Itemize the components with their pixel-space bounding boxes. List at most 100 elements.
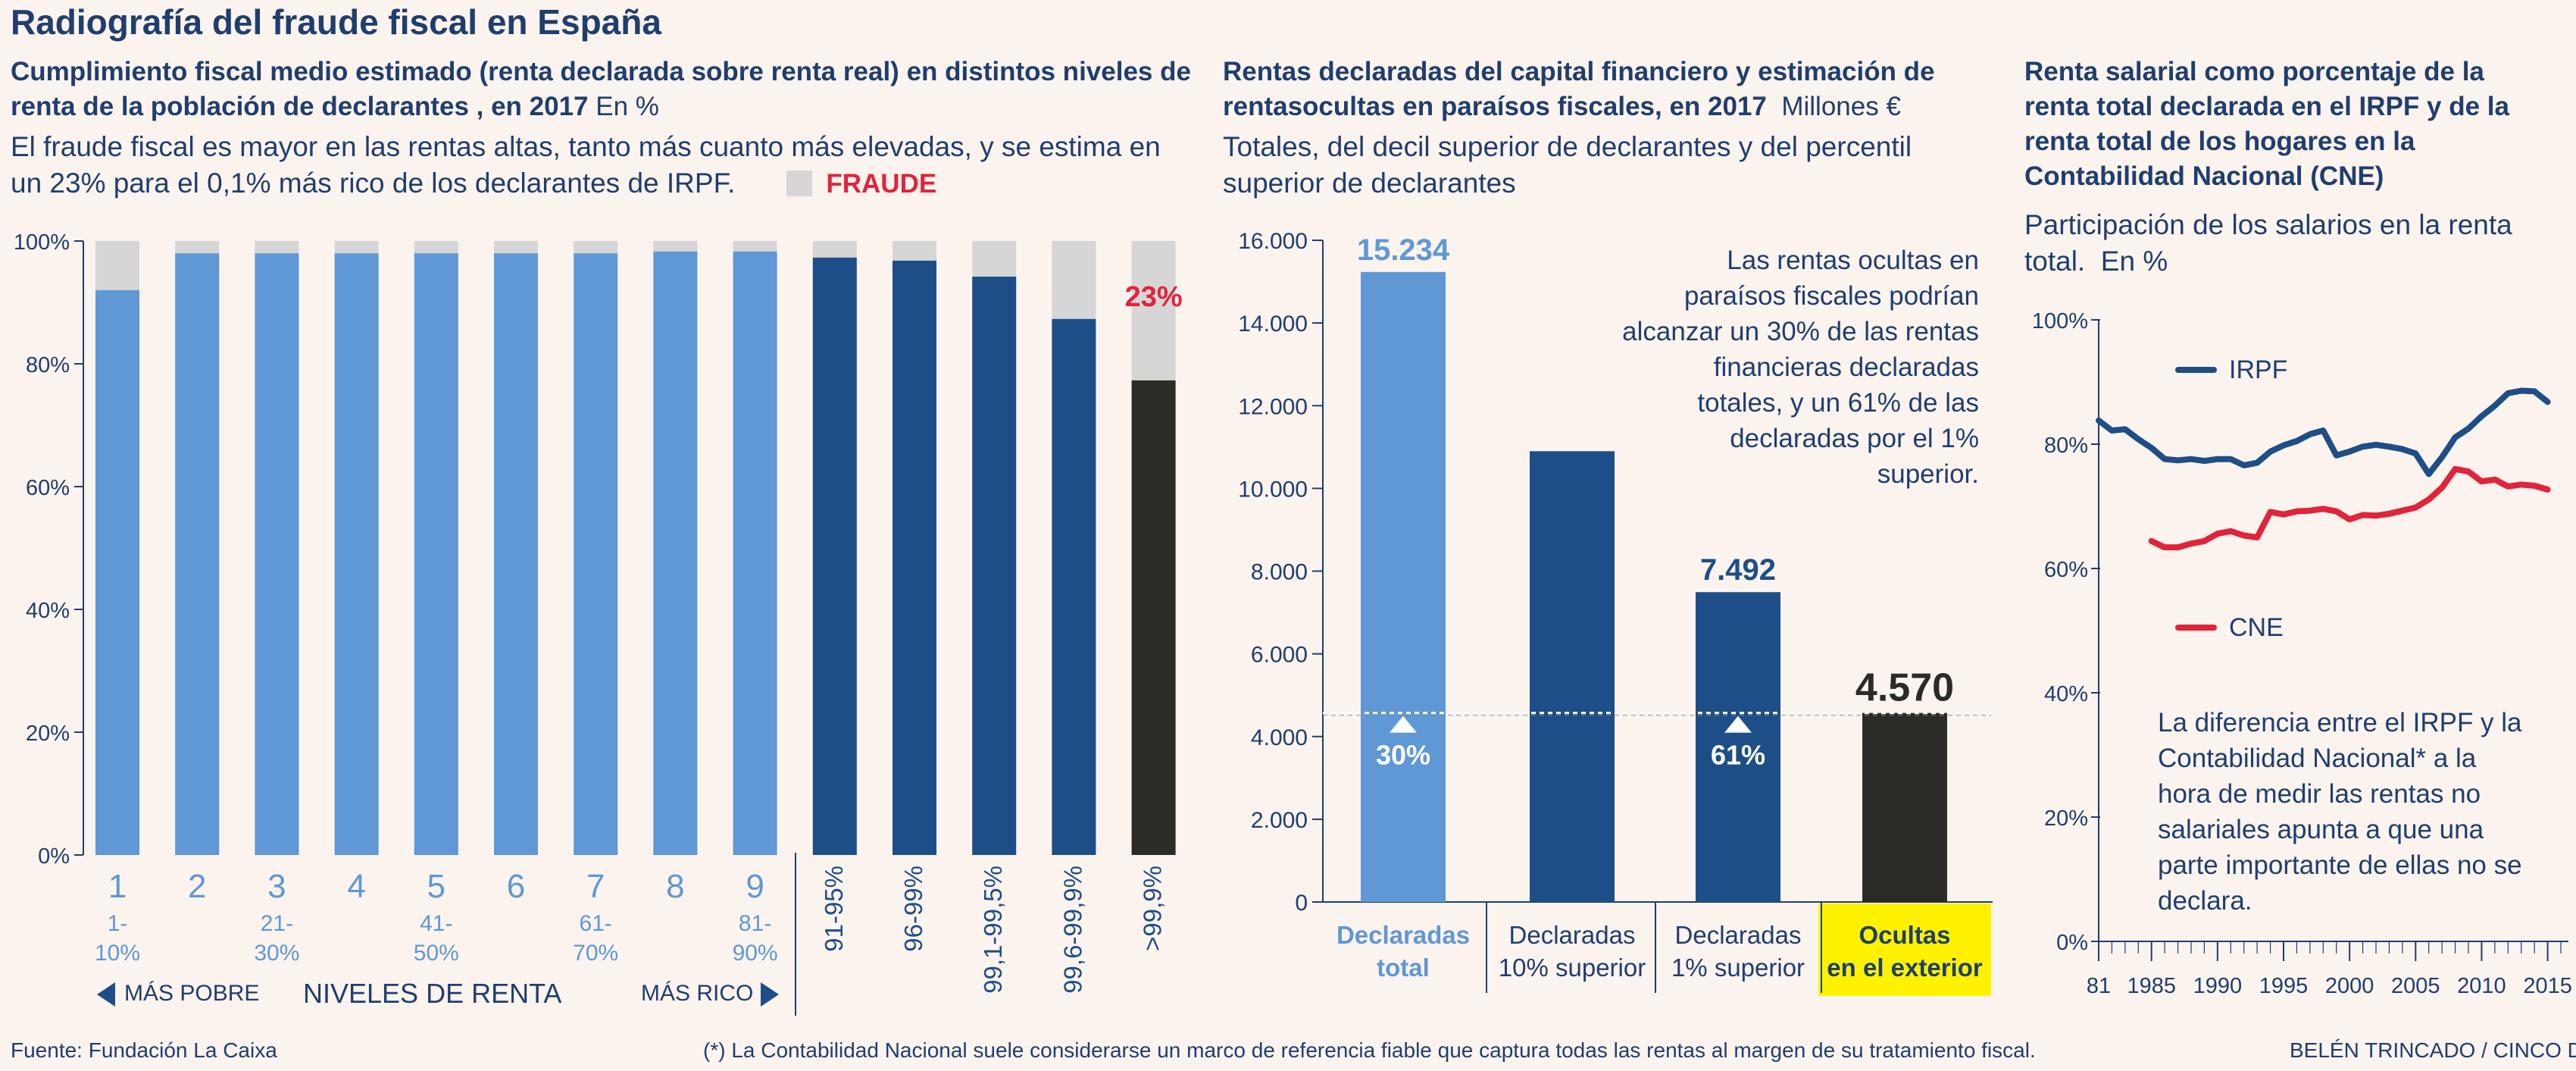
series-line-cne [2148, 465, 2551, 551]
x-tick-label: 99,6-99,9% [1058, 866, 1086, 994]
x-category-label: 10% superior [1499, 954, 1646, 982]
panel3-description-text: Participación de los salarios en la rent… [2024, 209, 2512, 277]
x-tick-sublabel: 90% [733, 941, 778, 966]
bar-compliance [334, 253, 379, 855]
x-tick-label: >99,9% [1139, 866, 1167, 951]
y-tick-label: 100% [14, 230, 70, 255]
fraude-legend-label: FRAUDE [826, 169, 937, 199]
x-category-label: 1% superior [1671, 954, 1805, 982]
x-category-label: Declaradas [1509, 921, 1636, 949]
x-tick-label: 2015 [2523, 974, 2572, 998]
y-tick-label: 14.000 [1238, 312, 1308, 337]
x-tick-label: 2005 [2391, 974, 2440, 998]
y-tick-label: 16.000 [1238, 229, 1308, 254]
panel1-unit: En % [596, 92, 659, 121]
x-tick-label: 6 [507, 868, 525, 905]
x-tick-label: 1995 [2259, 974, 2309, 998]
footer-source: Fuente: Fundación La Caixa [11, 1038, 277, 1062]
x-tick-label: 8 [666, 868, 684, 905]
chart1-bars: 23% [95, 241, 1183, 856]
x-tick-sublabel: 30% [254, 941, 299, 966]
x-tick-label: 7 [586, 868, 605, 905]
panel2-unit: Millones € [1781, 92, 1901, 121]
x-category-label: Declaradas [1675, 921, 1802, 949]
y-tick-label: 60% [2044, 558, 2088, 582]
chart3-lines [2096, 387, 2551, 551]
x-tick-label: 5 [427, 868, 445, 905]
y-tick-label: 8.000 [1251, 560, 1308, 585]
y-tick-label: 10.000 [1238, 477, 1308, 502]
x-tick-label: 2010 [2457, 974, 2506, 998]
bar-compliance [1131, 380, 1176, 855]
x-tick-sublabel: 81- [739, 911, 771, 936]
chart1-svg: 0% 20% 40% 60% 80% 100% 23% 1 1- 10% 2 3 21- 30% 4 5 4… [14, 230, 1183, 1016]
bar-compliance [574, 253, 618, 855]
chart2-x-labels: Declaradas total Declaradas 10% superior Dec… [1336, 902, 1991, 996]
panel1-description: El fraude fiscal es mayor en las rentas … [11, 129, 1193, 202]
panel3-subtitle: Renta salarial como porcentaje de la ren… [2024, 57, 2509, 191]
panel3-annotation: La diferencia entre el IRPF y la Contabi… [2158, 708, 2522, 916]
panel3-description: Participación de los salarios en la rent… [2024, 207, 2540, 280]
bar-compliance [733, 251, 777, 855]
legend-label-irpf: IRPF [2229, 355, 2287, 384]
chart2-svg: 0 2.000 4.000 6.000 8.000 10.000 12.000 14.000 1… [1238, 229, 1993, 996]
x-category-label: Ocultas [1859, 921, 1950, 949]
bar-compliance [255, 253, 299, 855]
y-tick-label: 0 [1295, 891, 1308, 916]
x-tick-label: 3 [267, 868, 286, 905]
bar [1530, 451, 1615, 902]
x-tick-label: 99,1-99,5% [979, 866, 1007, 994]
nav-niveles-de-renta: NIVELES DE RENTA [303, 978, 562, 1009]
fraude-legend-swatch [786, 171, 813, 196]
legend-label-cne: CNE [2229, 613, 2284, 642]
x-tick-sublabel: 70% [573, 941, 618, 966]
chart3-axes: 0% 20% 40% 60% 80% 100% 81 1985 1990 1995 2000 2005… [2032, 309, 2572, 998]
x-category-label: en el exterior [1827, 954, 1983, 982]
x-tick-sublabel: 50% [414, 941, 459, 966]
chart2-bars: 15.234 7.492 4.570 30% 61% [1323, 233, 1991, 902]
arrow-right-icon [761, 982, 779, 1007]
x-tick-label: 91-95% [820, 866, 848, 952]
data-label: 15.234 [1357, 233, 1450, 267]
y-tick-label: 20% [26, 722, 70, 746]
bar-compliance [494, 253, 538, 855]
bar-compliance [175, 253, 220, 855]
x-tick-label: 9 [746, 868, 764, 905]
triangle-up-icon [1390, 716, 1417, 733]
y-tick-label: 4.000 [1251, 725, 1308, 750]
y-tick-label: 80% [26, 353, 70, 377]
bar-compliance [414, 253, 458, 855]
y-tick-label: 40% [2044, 682, 2088, 706]
panel3-unit: En % [2100, 246, 2168, 277]
panel2-annotation: Las rentas ocultas en paraísos fiscales … [1622, 246, 1979, 489]
y-tick-label: 80% [2044, 434, 2088, 458]
y-tick-label: 40% [26, 599, 70, 623]
chart1-y-axis: 0% 20% 40% 60% 80% 100% [14, 230, 84, 869]
fraude-23pct-label: 23% [1125, 281, 1183, 313]
panel2-subtitle-text: Rentas declaradas del capital financiero… [1223, 57, 1935, 121]
series-line-irpf [2096, 387, 2551, 478]
y-tick-label: 2.000 [1251, 808, 1308, 833]
y-tick-label: 0% [38, 844, 70, 869]
main-title: Radiografía del fraude fiscal en España [11, 2, 661, 42]
chart3-legend: IRPF CNE [2175, 355, 2287, 642]
bar-compliance [972, 276, 1017, 856]
x-tick-label: 81 [2087, 974, 2111, 998]
pct-marker-label: 30% [1376, 740, 1430, 771]
footer-credit: BELÉN TRINCADO / CINCO DÍAS [2290, 1038, 2576, 1062]
y-tick-label: 0% [2056, 931, 2088, 955]
bar-compliance [653, 251, 698, 855]
footer-note: (*) La Contabilidad Nacional suele consi… [703, 1038, 2036, 1062]
x-tick-sublabel: 10% [95, 941, 140, 966]
panel2-description: Totales, del decil superior de declarant… [1223, 131, 1912, 199]
y-tick-label: 100% [2032, 309, 2088, 334]
x-tick-label: 4 [347, 868, 365, 905]
x-tick-sublabel: 1- [108, 911, 128, 936]
highlight-ocultas [1818, 903, 1991, 996]
pct-marker-label: 61% [1711, 740, 1765, 771]
bar-compliance [1052, 318, 1096, 855]
chart3-svg: 0% 20% 40% 60% 80% 100% 81 1985 1990 1995 2000 2005… [2032, 309, 2572, 998]
x-tick-sublabel: 41- [420, 911, 452, 936]
x-tick-label: 1990 [2193, 974, 2243, 998]
bar-compliance [893, 260, 936, 855]
